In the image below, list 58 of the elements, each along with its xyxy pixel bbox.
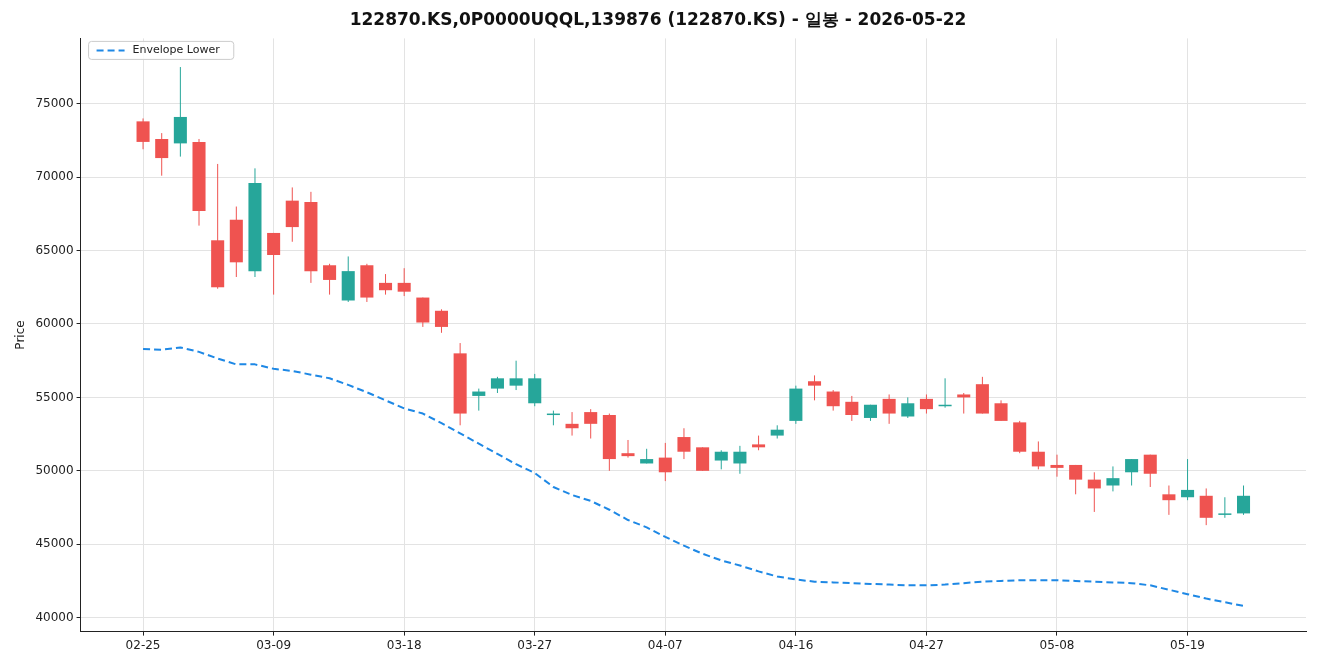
candlestick xyxy=(136,117,150,150)
y-tick-label: 60000 xyxy=(35,316,74,331)
candlestick xyxy=(509,360,523,391)
candlestick xyxy=(1199,487,1213,526)
candlestick xyxy=(714,449,728,470)
candlestick xyxy=(472,388,486,412)
chart-title: 122870.KS,0P0000UQQL,139876 (122870.KS) - 일봉 - 2026-05-22 xyxy=(349,8,967,29)
candlestick xyxy=(1050,454,1064,478)
y-tick-label: 40000 xyxy=(35,609,74,624)
x-tick-label: 03-09 xyxy=(256,637,292,652)
y-tick-label: 45000 xyxy=(35,536,74,551)
candlestick xyxy=(397,267,411,297)
candlestick xyxy=(155,132,169,177)
candlestick xyxy=(565,411,579,437)
candlestick xyxy=(1143,454,1157,488)
candlestick xyxy=(379,273,393,296)
candlestick xyxy=(808,374,822,401)
y-tick-label: 50000 xyxy=(35,462,74,477)
x-tick-label: 05-19 xyxy=(1170,637,1205,652)
candlestick xyxy=(1236,485,1251,516)
candlestick xyxy=(845,395,859,422)
y-tick-label: 70000 xyxy=(35,169,74,184)
candlestick xyxy=(658,442,672,482)
candlestick xyxy=(826,389,840,412)
candlestick xyxy=(1106,465,1120,492)
line-series xyxy=(142,346,1245,607)
legend-label: Envelope Lower xyxy=(132,43,221,57)
candlestick xyxy=(696,446,710,472)
y-tick-label: 55000 xyxy=(35,389,74,404)
candlestick xyxy=(957,392,971,415)
candlestick xyxy=(584,408,598,440)
x-tick-label: 03-18 xyxy=(386,637,422,652)
x-tick-label: 04-27 xyxy=(909,637,944,652)
candlestick xyxy=(1162,485,1176,516)
candlestick xyxy=(267,232,281,296)
x-tick-label: 03-27 xyxy=(517,637,553,652)
candlestick xyxy=(1125,458,1139,486)
candlestick xyxy=(1031,440,1045,470)
y-axis-title: Price xyxy=(13,320,28,350)
x-tick-label: 04-16 xyxy=(778,637,814,652)
candlestick xyxy=(1181,458,1195,501)
y-tick-label: 75000 xyxy=(35,95,74,110)
candlestick xyxy=(1218,496,1232,519)
candlestick xyxy=(882,393,896,425)
candlestick xyxy=(733,445,747,475)
candlestick xyxy=(621,439,635,459)
x-tick-label: 04-07 xyxy=(647,637,683,652)
candlestick xyxy=(994,399,1008,422)
y-tick-label: 65000 xyxy=(35,242,74,257)
candlestick xyxy=(1087,471,1101,513)
x-tick-label: 05-08 xyxy=(1039,637,1075,652)
candlestick xyxy=(434,308,449,334)
candlestick xyxy=(1069,464,1083,495)
candlestick xyxy=(323,263,337,296)
candlestick xyxy=(677,427,691,460)
x-tick-label: 02-25 xyxy=(125,637,161,652)
candlestick xyxy=(919,393,933,415)
candlestick xyxy=(901,396,915,419)
